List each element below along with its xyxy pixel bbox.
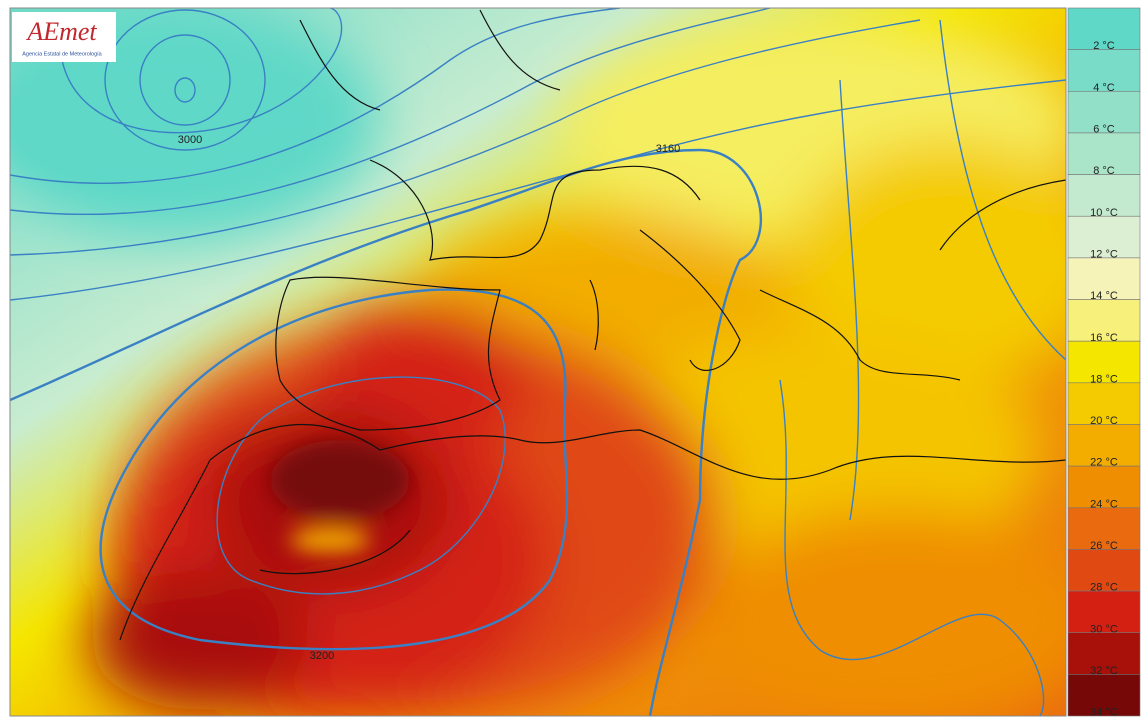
legend-label: 10 °C [1090,207,1118,219]
legend-label: 14 °C [1090,290,1118,302]
legend-label: 30 °C [1090,623,1118,635]
legend-swatch [1067,340,1141,384]
contour-label: 3160 [656,143,680,155]
legend-label: 22 °C [1090,457,1118,469]
legend-swatch [1067,299,1141,342]
legend-label: 28 °C [1090,582,1118,594]
legend-swatch [1067,674,1141,717]
legend-label: 2 °C [1093,40,1115,52]
legend-swatch [1067,424,1141,467]
legend-label: 6 °C [1093,124,1115,136]
legend-label: 32 °C [1090,665,1118,677]
temperature-field [10,8,1066,716]
legend-swatch [1067,174,1141,217]
legend-swatch [1067,465,1141,509]
legend-swatch [1067,507,1141,550]
legend-swatch [1067,7,1141,50]
legend-swatch [1067,215,1141,259]
logo-box [12,12,116,62]
legend-swatch [1067,132,1141,175]
logo-subtitle: Agencia Estatal de Meteorología [22,51,102,57]
legend-label: 20 °C [1090,415,1118,427]
legend-swatch [1067,90,1141,134]
legend-label: 24 °C [1090,498,1118,510]
map-frame [9,7,1067,717]
logo-title: AEmet [25,17,97,46]
contour-label: 3200 [310,650,334,662]
legend-swatch [1067,549,1141,592]
legend-swatch [1067,590,1141,634]
legend-swatch [1067,382,1141,425]
legend-label: 34 °C [1090,707,1118,719]
legend-label: 4 °C [1093,82,1115,94]
legend-swatch [1067,49,1141,92]
legend-label: 26 °C [1090,540,1118,552]
contour-label: 3000 [178,134,202,146]
legend-label: 8 °C [1093,165,1115,177]
legend-label: 12 °C [1090,248,1118,260]
legend-swatch [1067,632,1141,675]
legend-label: 18 °C [1090,373,1118,385]
legend: 2 °C 4 °C 6 °C 8 °C 10 °C 12 °C 14 °C 16 °C 18 °… [1067,7,1141,719]
legend-label: 16 °C [1090,332,1118,344]
